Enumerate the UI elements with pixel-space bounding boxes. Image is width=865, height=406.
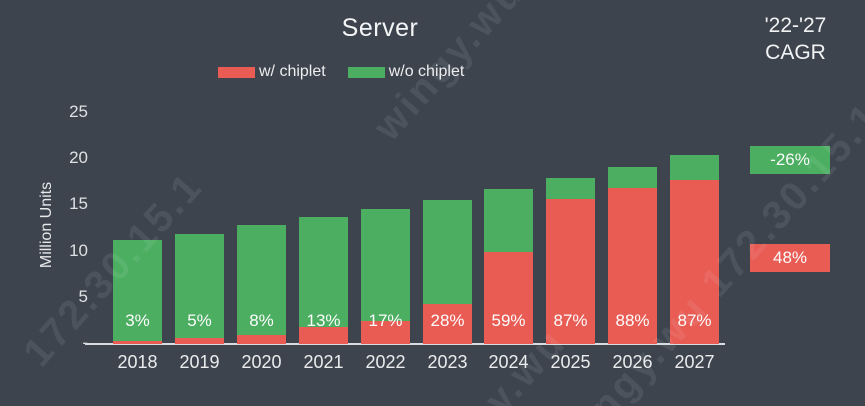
- x-tick-2020: 2020: [241, 352, 282, 372]
- bar-segment-with-chiplet: [361, 321, 410, 344]
- y-tick-5: 5: [78, 287, 88, 306]
- bar-segment-with-chiplet: [546, 199, 595, 344]
- cagr-value-with-chiplet: 48%: [750, 244, 830, 272]
- bar-percentage-label: 8%: [249, 311, 274, 330]
- y-tick--: -: [36, 332, 88, 354]
- bar-segment-with-chiplet: [484, 252, 533, 344]
- bar-segment-with-chiplet: [608, 188, 657, 344]
- bar-segment-with-chiplet: [423, 304, 472, 344]
- bar-percentage-label: 17%: [368, 311, 403, 330]
- cagr-header-label: CAGR: [765, 41, 826, 64]
- bar-2018: 3%: [113, 240, 162, 344]
- bar-segment-with-chiplet: [175, 338, 224, 344]
- bar-2025: 87%: [546, 178, 595, 344]
- bar-percentage-label: 28%: [430, 311, 465, 330]
- cagr-value-without-chiplet: -26%: [750, 146, 830, 174]
- bar-percentage-label: 5%: [187, 311, 212, 330]
- bar-segment-with-chiplet: [670, 180, 719, 344]
- legend-item-without-chiplet: w/o chiplet: [347, 63, 465, 81]
- y-tick-10: 10: [69, 241, 88, 260]
- bar-percentage-label: 87%: [553, 311, 588, 330]
- legend-swatch-red: [218, 66, 255, 78]
- y-tick-20: 20: [69, 148, 88, 167]
- bar-2024: 59%: [484, 189, 533, 344]
- legend-label: w/o chiplet: [388, 63, 465, 80]
- x-tick-2024: 2024: [488, 352, 529, 372]
- bar-2022: 17%: [361, 209, 410, 344]
- y-tick-15: 15: [69, 194, 88, 213]
- bar-percentage-label: 87%: [677, 311, 712, 330]
- bar-2026: 88%: [608, 167, 657, 344]
- x-tick-2026: 2026: [612, 352, 653, 372]
- x-tick-2018: 2018: [117, 352, 158, 372]
- x-tick-2022: 2022: [365, 352, 406, 372]
- x-tick-2019: 2019: [179, 352, 220, 372]
- bar-segment-with-chiplet: [299, 327, 348, 344]
- bar-percentage-label: 88%: [615, 311, 650, 330]
- x-tick-2021: 2021: [303, 352, 344, 372]
- bar-percentage-label: 59%: [491, 311, 526, 330]
- x-tick-2027: 2027: [674, 352, 715, 372]
- legend-item-with-chiplet: w/ chiplet: [218, 63, 326, 81]
- legend: w/ chiplet w/o chiplet: [218, 61, 464, 83]
- cagr-header-range: '22-'27: [764, 14, 827, 37]
- bar-segment-with-chiplet: [237, 335, 286, 344]
- legend-swatch-green: [347, 66, 385, 78]
- bar-percentage-label: 3%: [125, 311, 150, 330]
- bar-2020: 8%: [237, 225, 286, 344]
- cagr-header: '22-'27 CAGR: [738, 12, 853, 66]
- bar-2027: 87%: [670, 155, 719, 344]
- x-axis-line: [85, 343, 725, 345]
- y-tick-25: 25: [69, 102, 88, 121]
- x-tick-2025: 2025: [550, 352, 591, 372]
- bar-2021: 13%: [299, 217, 348, 344]
- bar-percentage-label: 13%: [306, 311, 341, 330]
- x-tick-2023: 2023: [427, 352, 468, 372]
- legend-label: w/ chiplet: [259, 63, 326, 80]
- bar-segment-with-chiplet: [113, 341, 162, 344]
- chart-title: Server: [341, 14, 419, 42]
- bar-2023: 28%: [423, 200, 472, 344]
- bar-2019: 5%: [175, 234, 224, 344]
